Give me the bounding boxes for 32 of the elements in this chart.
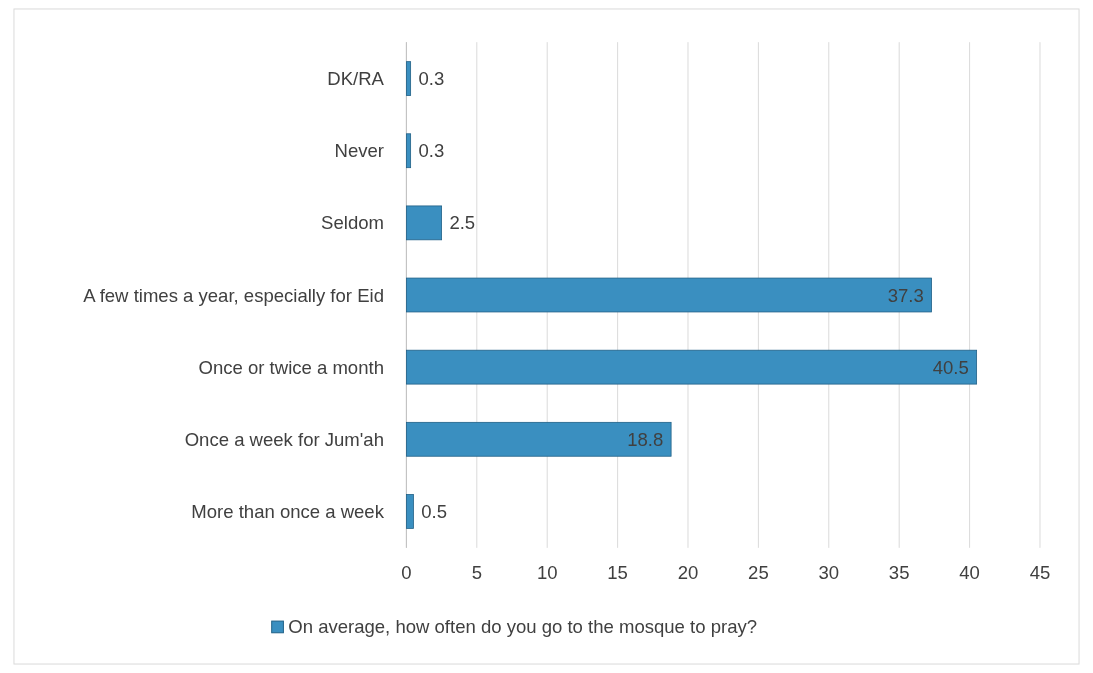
data-label: 2.5 bbox=[449, 212, 476, 234]
y-tick-label: Once or twice a month bbox=[198, 356, 384, 378]
data-label: 0.3 bbox=[418, 68, 445, 90]
x-tick-label: 15 bbox=[607, 562, 628, 584]
bar bbox=[406, 133, 412, 169]
data-label: 18.8 bbox=[627, 428, 664, 450]
data-label: 0.5 bbox=[421, 500, 448, 522]
x-tick-label: 40 bbox=[959, 562, 980, 584]
data-label: 0.3 bbox=[418, 140, 445, 162]
x-tick-label: 5 bbox=[471, 562, 482, 584]
x-tick-label: 0 bbox=[401, 562, 412, 584]
y-tick-label: Once a week for Jum'ah bbox=[184, 428, 384, 450]
bar bbox=[406, 205, 442, 241]
bar bbox=[406, 494, 414, 529]
y-tick-label: More than once a week bbox=[191, 500, 385, 522]
x-tick-label: 25 bbox=[748, 562, 769, 584]
x-tick-label: 45 bbox=[1029, 562, 1051, 584]
x-tick-label: 10 bbox=[536, 562, 558, 584]
y-tick-label: Never bbox=[334, 140, 384, 162]
y-tick-label: A few times a year, especially for Eid bbox=[83, 284, 384, 306]
bar bbox=[406, 421, 672, 457]
x-tick-label: 30 bbox=[818, 562, 840, 584]
data-label: 37.3 bbox=[887, 284, 924, 306]
legend-label: On average, how often do you go to the mosque to pray? bbox=[288, 616, 758, 638]
bar bbox=[406, 277, 932, 313]
bar bbox=[406, 61, 412, 96]
x-tick-label: 35 bbox=[888, 562, 910, 584]
x-tick-label: 20 bbox=[677, 562, 699, 584]
data-label: 40.5 bbox=[932, 356, 969, 378]
y-tick-label: Seldom bbox=[321, 212, 384, 234]
y-tick-label: DK/RA bbox=[327, 68, 385, 90]
bar bbox=[406, 349, 978, 385]
